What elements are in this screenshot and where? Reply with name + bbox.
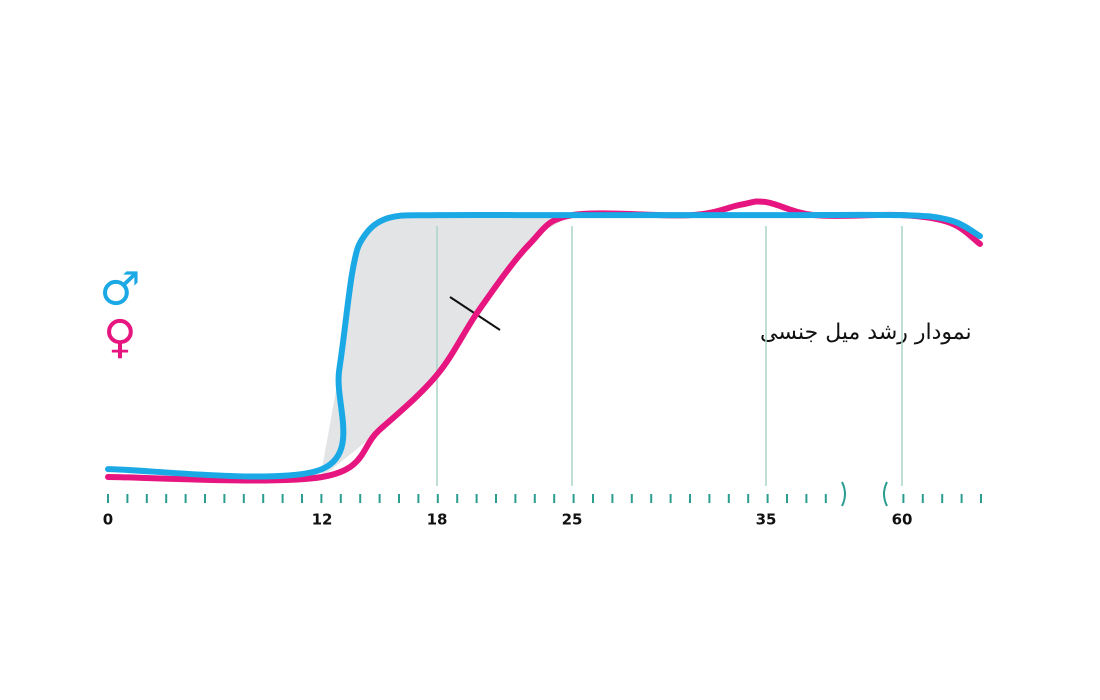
x-tick-label: 35 xyxy=(756,511,777,529)
x-tick-label: 25 xyxy=(562,511,583,529)
legend-symbol: ♂ xyxy=(99,262,140,316)
axis-break xyxy=(883,481,888,507)
gap-area xyxy=(322,214,572,477)
axis-break xyxy=(841,481,846,507)
x-tick-label: 0 xyxy=(103,511,113,529)
line xyxy=(105,211,983,480)
annotation: نمودار رشد میل جنسی xyxy=(760,320,972,345)
x-tick-label: 12 xyxy=(312,511,333,529)
legend-symbol: ♀ xyxy=(103,310,137,364)
x-tick-label: 60 xyxy=(892,511,913,529)
x-tick-label: 18 xyxy=(427,511,448,529)
